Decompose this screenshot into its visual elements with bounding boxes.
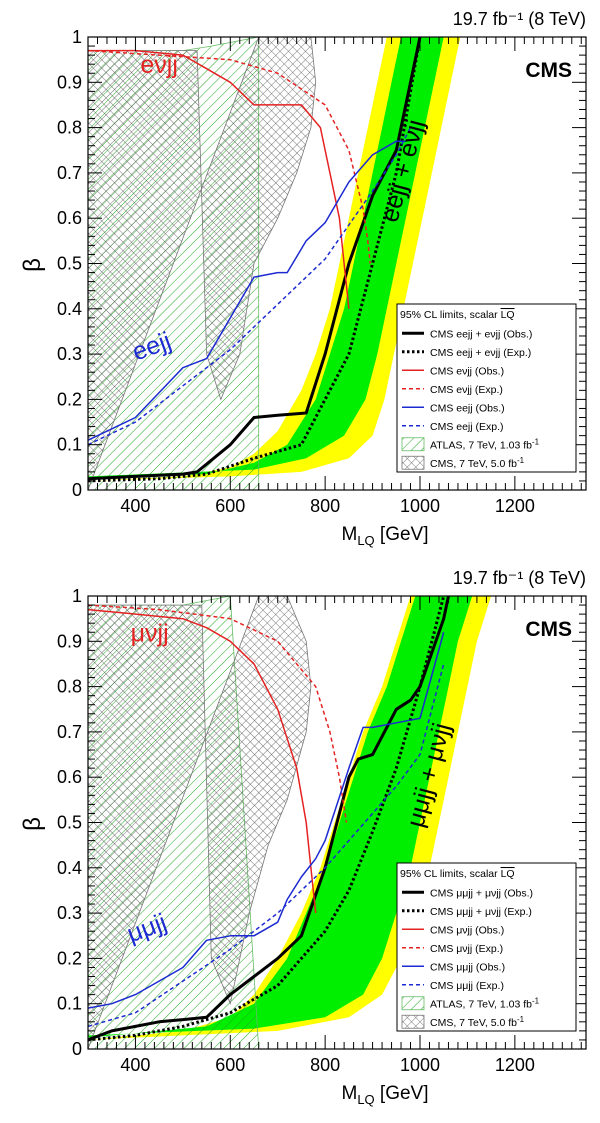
series-line-enujj-expected: [88, 604, 348, 823]
legend-entry: CMS μμjj (Obs.): [430, 961, 505, 973]
legend-entry: CMS eejj + eνjj (Obs.): [430, 328, 532, 340]
x-tick-label: 400: [120, 496, 150, 516]
y-tick-label: 0.5: [57, 813, 82, 833]
x-tick-label: 1200: [495, 1055, 535, 1075]
x-axis-title: MLQ [GeV]: [341, 1083, 428, 1107]
series-line-eejj-observed: [88, 632, 445, 1009]
y-tick-label: 0.7: [57, 163, 82, 183]
lumi-label: 19.7 fb⁻¹ (8 TeV): [453, 568, 586, 588]
legend-entry: CMS μνjj (Exp.): [430, 943, 503, 955]
legend-swatch: [401, 437, 425, 452]
series-line-enujj-observed: [88, 49, 350, 309]
y-tick-label: 0.3: [57, 344, 82, 364]
y-tick-label: 0.9: [57, 72, 82, 92]
series-line-enujj-observed: [88, 608, 317, 914]
x-tick-label: 600: [215, 496, 245, 516]
cms7-excluded-region: [88, 37, 317, 490]
y-tick-label: 0.8: [57, 677, 82, 697]
series-line-combined-expected: [88, 37, 422, 483]
legend-entry: CMS μμjj (Exp.): [430, 980, 504, 992]
series-line-enujj-expected: [88, 49, 371, 264]
limit-plot-bottom: μνjj μμjj μμjj + μνjj 400 600 800 1000 1200 0 0.1…: [0, 559, 600, 1118]
x-tick-label: 400: [120, 1055, 150, 1075]
y-axis-title: β: [19, 817, 46, 831]
y-tick-label: 0.2: [57, 389, 82, 409]
legend-entry: CMS eνjj (Obs.): [430, 365, 504, 377]
legend-swatch: [401, 1014, 425, 1029]
y-tick-label: 1: [72, 27, 82, 47]
y-tick-label: 0.7: [57, 722, 82, 742]
limit-plot-top: eνjj eejj eejj + eνjj 400 600 800 1000 1200 0 0.1…: [0, 0, 600, 559]
y-tick-label: 0.3: [57, 903, 82, 923]
legend-entry: CMS μμjj + μνjj (Exp.): [430, 906, 532, 918]
legend-title: 95% CL limits, scalar LQ: [400, 868, 515, 880]
series-line-combined-expected: [88, 596, 446, 1042]
y-tick-label: 0.9: [57, 631, 82, 651]
lumi-label: 19.7 fb⁻¹ (8 TeV): [453, 9, 586, 29]
experiment-label: CMS: [525, 618, 572, 641]
x-tick-label: 800: [310, 1055, 340, 1075]
legend-entry: CMS eejj + eνjj (Exp.): [430, 347, 531, 359]
experiment-label: CMS: [525, 59, 572, 82]
legend-entry: CMS μμjj + μνjj (Obs.): [430, 887, 533, 899]
legend: 95% CL limits, scalar LQ CMS eejj + eνjj …: [396, 303, 577, 473]
legend-swatch: [401, 996, 425, 1011]
series-line-combined-observed: [88, 37, 422, 481]
x-tick-label: 600: [215, 1055, 245, 1075]
legend-swatch: [401, 455, 425, 470]
y-tick-label: 0.2: [57, 948, 82, 968]
plot-annotation: μνjj: [131, 619, 169, 647]
x-axis-title: MLQ [GeV]: [341, 524, 428, 548]
y-tick-label: 0.1: [57, 435, 82, 455]
y-tick-label: 1: [72, 586, 82, 606]
green-expected-band: [88, 596, 473, 1038]
x-tick-label: 1000: [400, 1055, 440, 1075]
green-expected-band: [88, 37, 444, 479]
y-tick-label: 0.6: [57, 208, 82, 228]
y-tick-label: 0: [72, 480, 82, 500]
y-axis-title: β: [19, 258, 46, 272]
legend-entry: CMS eejj (Obs.): [430, 402, 505, 414]
legend-entry: ATLAS, 7 TeV, 1.03 fb-1: [430, 437, 540, 451]
legend-entry: CMS, 7 TeV, 5.0 fb-1: [430, 456, 525, 470]
legend-entry: CMS eνjj (Exp.): [430, 384, 503, 396]
x-tick-label: 1200: [495, 496, 535, 516]
legend-title: 95% CL limits, scalar LQ: [400, 309, 515, 321]
x-tick-label: 1000: [400, 496, 440, 516]
legend-entry: CMS eejj (Exp.): [430, 421, 504, 433]
plot-annotation: eνjj: [140, 51, 178, 79]
legend: 95% CL limits, scalar LQ CMS μμjj + μνjj …: [396, 862, 577, 1032]
series-line-combined-observed: [88, 596, 450, 1042]
legend-entry: CMS μνjj (Obs.): [430, 924, 504, 936]
cms7-excluded-region: [88, 596, 312, 1049]
y-tick-label: 0.1: [57, 994, 82, 1014]
y-tick-label: 0: [72, 1039, 82, 1059]
y-tick-label: 0.4: [57, 299, 82, 319]
y-tick-label: 0.8: [57, 118, 82, 138]
series-line-eejj-expected: [88, 127, 412, 446]
x-tick-label: 800: [310, 496, 340, 516]
series-line-eejj-observed: [88, 140, 406, 441]
legend-entry: CMS, 7 TeV, 5.0 fb-1: [430, 1015, 525, 1029]
y-tick-label: 0.5: [57, 254, 82, 274]
y-tick-label: 0.4: [57, 858, 82, 878]
series-line-eejj-expected: [88, 663, 445, 1028]
legend-entry: ATLAS, 7 TeV, 1.03 fb-1: [430, 996, 540, 1010]
y-tick-label: 0.6: [57, 767, 82, 787]
